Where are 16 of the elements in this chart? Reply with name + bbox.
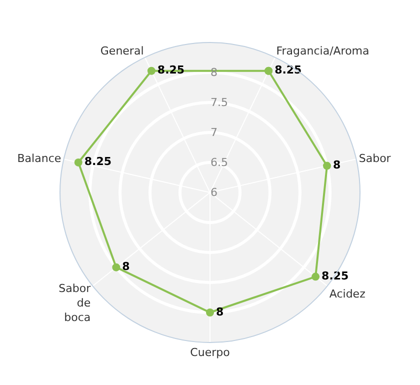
spoke-label: Fragancia/Aroma — [276, 44, 370, 58]
spoke-label: Balance — [17, 152, 62, 165]
data-label: 8 — [332, 158, 341, 172]
spoke-label: General — [100, 44, 144, 58]
spoke-label: Cuerpo — [190, 346, 230, 360]
y-tick-label: 7.5 — [210, 96, 228, 110]
data-label: 8.25 — [274, 64, 302, 77]
y-tick-label: 7 — [210, 126, 218, 140]
spoke-label: Sabor — [358, 152, 392, 165]
y-tick-label: 6.5 — [210, 156, 228, 170]
spoke-label: Sabor de boca — [58, 282, 92, 324]
data-label: 8 — [122, 260, 130, 274]
spoke-label: Acidez — [329, 288, 366, 301]
y-tick-label: 6 — [210, 186, 218, 200]
data-label: 8.25 — [322, 269, 349, 282]
data-label: 8.25 — [84, 155, 112, 168]
